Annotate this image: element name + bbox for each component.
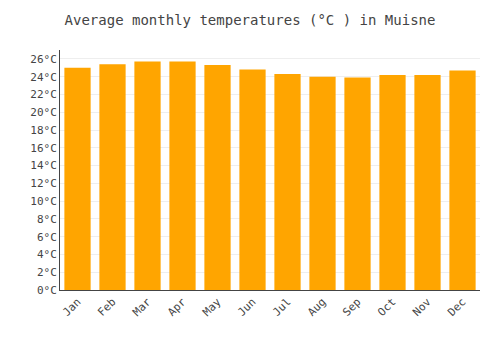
svg-text:18°C: 18°C (30, 124, 57, 137)
svg-text:Sep: Sep (340, 296, 363, 319)
svg-text:Jan: Jan (60, 296, 83, 319)
svg-text:20°C: 20°C (30, 106, 57, 119)
svg-text:Average monthly temperatures (: Average monthly temperatures (°C ) in Mu… (65, 12, 436, 28)
svg-text:May: May (200, 295, 224, 319)
svg-text:8°C: 8°C (37, 213, 57, 226)
svg-text:Mar: Mar (130, 295, 154, 319)
svg-text:10°C: 10°C (30, 195, 57, 208)
svg-text:Jul: Jul (270, 296, 293, 319)
svg-text:Apr: Apr (165, 295, 189, 319)
svg-text:22°C: 22°C (30, 88, 57, 101)
svg-text:16°C: 16°C (30, 142, 57, 155)
svg-text:Nov: Nov (410, 295, 434, 319)
svg-text:14°C: 14°C (30, 159, 57, 172)
svg-text:24°C: 24°C (30, 71, 57, 84)
svg-text:12°C: 12°C (30, 177, 57, 190)
svg-text:Dec: Dec (445, 296, 468, 319)
svg-text:Jun: Jun (235, 296, 258, 319)
svg-text:Oct: Oct (375, 296, 398, 319)
svg-text:2°C: 2°C (37, 266, 57, 279)
svg-text:6°C: 6°C (37, 231, 57, 244)
svg-text:0°C: 0°C (37, 284, 57, 297)
svg-text:4°C: 4°C (37, 248, 57, 261)
svg-text:26°C: 26°C (30, 53, 57, 66)
svg-text:Aug: Aug (305, 296, 328, 319)
svg-text:Feb: Feb (95, 296, 118, 319)
